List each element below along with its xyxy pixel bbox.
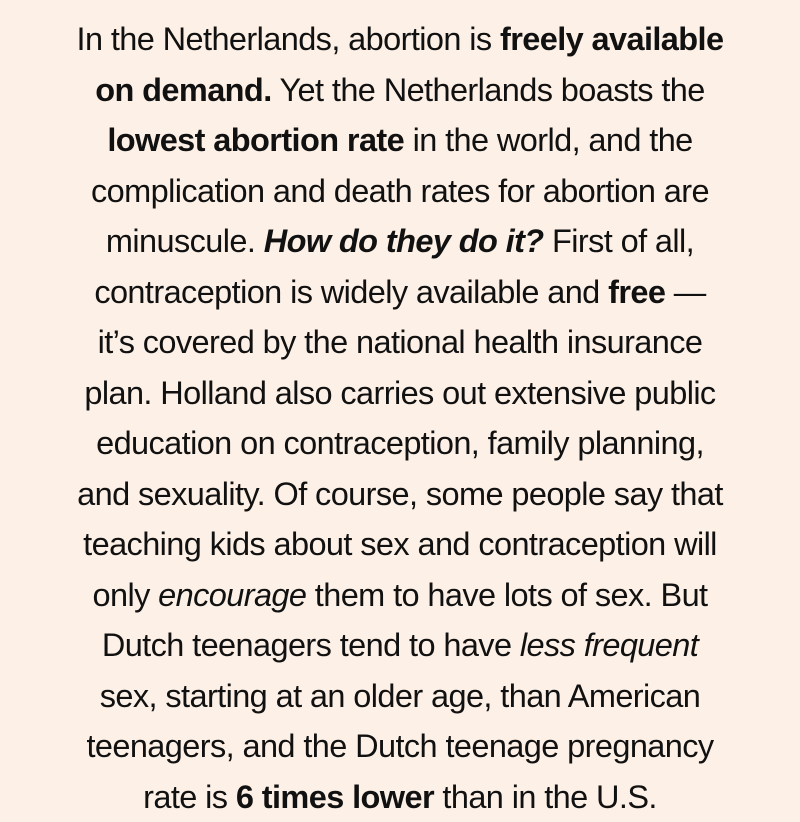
emphasis-bold-text: on demand. (95, 72, 271, 108)
emphasis-bold-text: free (608, 274, 665, 310)
paragraph-line: plan. Holland also carries out extensive… (18, 368, 782, 419)
paragraph-line: sex, starting at an older age, than Amer… (18, 671, 782, 722)
text-segment: sex, starting at an older age, than Amer… (100, 678, 701, 714)
paragraph-line: and sexuality. Of course, some people sa… (18, 469, 782, 520)
emphasis-bold-italic-text: How do they do it? (264, 223, 544, 259)
text-segment: and sexuality. Of course, some people sa… (77, 476, 723, 512)
paragraph-line: lowest abortion rate in the world, and t… (18, 115, 782, 166)
paragraph-line: contraception is widely available and fr… (18, 267, 782, 318)
text-segment: plan. Holland also carries out extensive… (84, 375, 715, 411)
emphasis-italic-text: less frequent (520, 627, 698, 663)
paragraph-line: teenagers, and the Dutch teenage pregnan… (18, 721, 782, 772)
paragraph-line: minuscule. How do they do it? First of a… (18, 216, 782, 267)
text-segment: than in the U.S. (434, 779, 657, 815)
paragraph-line: rate is 6 times lower than in the U.S. (18, 772, 782, 822)
text-segment: teaching kids about sex and contraceptio… (83, 526, 717, 562)
text-segment: minuscule. (106, 223, 264, 259)
text-segment: contraception is widely available and (94, 274, 608, 310)
paragraph-line: education on contraception, family plann… (18, 418, 782, 469)
text-segment: Dutch teenagers tend to have (102, 627, 520, 663)
emphasis-bold-text: lowest abortion rate (107, 122, 404, 158)
text-segment: education on contraception, family plann… (96, 425, 704, 461)
emphasis-italic-text: encourage (158, 577, 306, 613)
paragraph-line: it’s covered by the national health insu… (18, 317, 782, 368)
text-segment: rate is (143, 779, 236, 815)
text-segment: First of all, (544, 223, 695, 259)
paragraph-line: complication and death rates for abortio… (18, 166, 782, 217)
paragraph-line: In the Netherlands, abortion is freely a… (18, 14, 782, 65)
text-segment: them to have lots of sex. But (306, 577, 707, 613)
text-segment: — (665, 274, 705, 310)
body-paragraph: In the Netherlands, abortion is freely a… (18, 14, 782, 822)
paragraph-line: teaching kids about sex and contraceptio… (18, 519, 782, 570)
text-segment: it’s covered by the national health insu… (98, 324, 703, 360)
text-segment: in the world, and the (404, 122, 693, 158)
paragraph-line: Dutch teenagers tend to have less freque… (18, 620, 782, 671)
text-segment: Yet the Netherlands boasts the (272, 72, 705, 108)
text-segment: In the Netherlands, abortion is (77, 21, 500, 57)
emphasis-bold-text: 6 times lower (236, 779, 434, 815)
text-segment: teenagers, and the Dutch teenage pregnan… (86, 728, 713, 764)
text-segment: complication and death rates for abortio… (91, 173, 709, 209)
text-segment: only (93, 577, 159, 613)
emphasis-bold-text: freely available (500, 21, 723, 57)
paragraph-line: on demand. Yet the Netherlands boasts th… (18, 65, 782, 116)
paragraph-line: only encourage them to have lots of sex.… (18, 570, 782, 621)
quote-card: In the Netherlands, abortion is freely a… (0, 0, 800, 800)
